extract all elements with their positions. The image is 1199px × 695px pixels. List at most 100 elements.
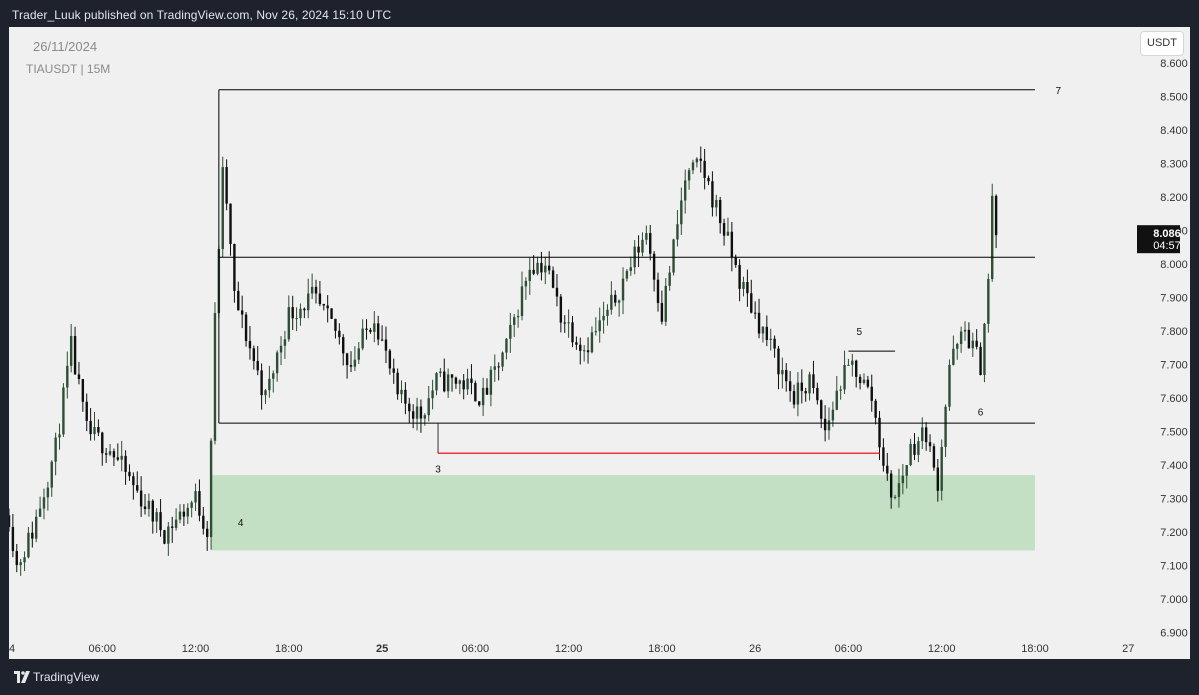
candle-body <box>334 318 337 331</box>
candle-body <box>703 160 706 178</box>
candle-body <box>936 467 940 491</box>
candle-body <box>435 373 438 391</box>
candle-body <box>718 199 722 224</box>
candle-body <box>547 265 551 271</box>
candle-body <box>116 457 120 460</box>
price-axis-tick: 8.600 <box>1160 58 1188 70</box>
candle-body <box>427 398 430 416</box>
candle-body <box>956 343 959 349</box>
candle-body <box>792 391 796 405</box>
candle-body <box>967 329 971 349</box>
time-axis-tick: 26 <box>749 643 761 655</box>
candle-body <box>909 443 912 466</box>
chart-panel[interactable]: 345678.6008.5008.4008.3008.2008.1008.000… <box>9 27 1190 659</box>
last-price-marker <box>1137 225 1180 254</box>
candle-body <box>649 233 652 254</box>
candle-body <box>85 401 88 421</box>
candle-body <box>221 167 224 250</box>
candle-body <box>820 400 823 419</box>
candle-body <box>757 312 761 334</box>
candle-body <box>225 167 228 204</box>
candle-body <box>112 451 116 458</box>
candle-body <box>660 303 664 322</box>
candle-body <box>641 239 644 253</box>
candle-body <box>256 361 259 371</box>
candle-body <box>147 500 151 510</box>
candle-body <box>260 370 263 396</box>
candle-body <box>392 368 395 373</box>
candle-body <box>470 378 473 384</box>
price-axis-tick: 7.000 <box>1160 594 1188 606</box>
candle-body <box>617 300 621 303</box>
candle-body <box>734 257 737 265</box>
candle-body <box>579 344 582 351</box>
candle-body <box>656 279 660 304</box>
annotation-label: 6 <box>978 407 984 418</box>
chart-date: 26/11/2024 <box>33 39 98 54</box>
candle-body <box>380 339 384 341</box>
candle-body <box>645 233 648 240</box>
price-axis-tick: 7.500 <box>1160 427 1188 439</box>
candle-body <box>163 530 166 544</box>
candle-body <box>874 400 877 418</box>
candle-body <box>81 379 85 402</box>
candle-body <box>252 348 256 362</box>
price-chart[interactable]: 345678.6008.5008.4008.3008.2008.1008.000… <box>9 27 1190 659</box>
candle-body <box>726 231 730 236</box>
candle-body <box>676 224 679 240</box>
candle-body <box>536 262 539 274</box>
candle-body <box>345 353 349 366</box>
candle-body <box>101 432 104 454</box>
candle-body <box>707 177 710 182</box>
candle-body <box>151 500 154 522</box>
candle-body <box>136 485 139 491</box>
candle-body <box>291 307 294 319</box>
candle-body <box>575 342 578 345</box>
candle-body <box>240 310 244 315</box>
candle-body <box>886 465 889 474</box>
candle-body <box>532 269 535 274</box>
publish-caption: Trader_Luuk published on TradingView.com… <box>12 8 392 22</box>
candle-body <box>58 434 61 438</box>
price-axis-tick: 7.600 <box>1160 393 1188 405</box>
candle-body <box>124 455 127 472</box>
candle-body <box>104 453 108 455</box>
currency-button[interactable]: USDT <box>1140 31 1184 56</box>
candle-body <box>182 511 186 517</box>
candle-body <box>97 427 100 433</box>
candle-body <box>369 329 372 332</box>
candle-body <box>322 304 325 306</box>
candle-body <box>680 200 683 225</box>
candle-body <box>120 455 123 460</box>
candle-body <box>924 427 928 443</box>
price-axis-tick: 8.200 <box>1160 192 1188 204</box>
candle-body <box>987 278 990 324</box>
candle-body <box>540 262 543 273</box>
candle-body <box>567 322 570 324</box>
candle-body <box>400 389 403 395</box>
candle-body <box>19 562 22 566</box>
candle-body <box>524 280 528 287</box>
price-axis-tick: 8.500 <box>1160 92 1188 104</box>
candle-body <box>396 372 399 395</box>
candle-body <box>143 506 147 510</box>
time-axis-tick: 24 <box>9 643 15 655</box>
candle-body <box>944 406 947 447</box>
candle-body <box>847 364 850 366</box>
time-axis-tick: 18:00 <box>648 643 676 655</box>
candle-body <box>773 338 776 349</box>
candle-body <box>23 557 26 563</box>
candle-body <box>991 195 994 279</box>
candle-body <box>668 272 671 286</box>
candle-body <box>602 315 605 321</box>
candle-body <box>862 379 866 384</box>
candle-body <box>843 365 846 390</box>
candle-body <box>831 409 835 421</box>
candle-body <box>629 267 633 271</box>
price-axis-tick: 6.900 <box>1160 628 1188 640</box>
candle-body <box>9 515 11 527</box>
candle-body <box>761 326 765 334</box>
time-axis-tick: 27 <box>1122 643 1134 655</box>
candle-body <box>198 491 201 516</box>
candle-body <box>237 290 240 311</box>
